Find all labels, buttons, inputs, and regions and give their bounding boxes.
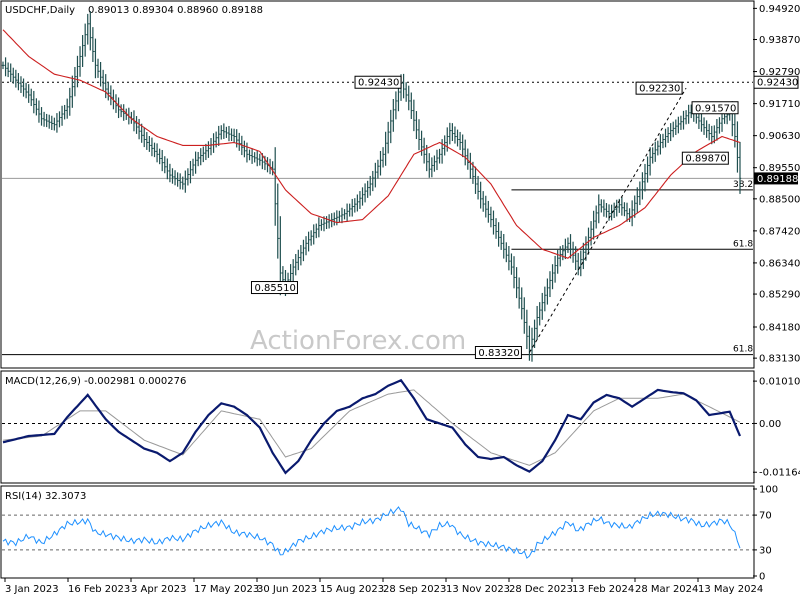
ohlc-header: 0.89013 0.89304 0.88960 0.89188 [88,5,263,16]
fibonacci-label: 38.2 [733,180,753,190]
watermark-text: ActionForex.com [250,326,466,356]
rsi-y-tick-label: 0 [759,572,765,583]
rsi-y-tick-label: 100 [759,485,778,496]
x-tick-label: 16 Feb 2023 [68,584,130,595]
price-annotation-box [250,281,298,295]
x-tick-label: 13 Nov 2023 [446,584,510,595]
rsi-y-tick-label: 30 [759,545,772,556]
price-annotation-box [354,75,402,89]
price-y-tick-label: 0.92790 [759,67,800,78]
symbol-label: USDCHF,Daily [5,5,75,16]
x-tick-label: 3 Apr 2023 [131,584,186,595]
rsi-lines [2,506,741,559]
price-annotation-label: 0.83320 [478,348,519,359]
rsi-y-tick-label: 70 [759,511,772,522]
moving-average-line [2,29,741,259]
level-price-tag [753,75,799,89]
x-tick-label: 13 Feb 2024 [572,584,634,595]
x-tick-label: 17 May 2023 [194,584,259,595]
price-annotation-box [635,81,683,95]
rsi-levels [2,514,753,551]
price-y-tick-label: 0.84180 [759,322,800,333]
price-annotation-label: 0.85510 [254,283,295,294]
price-y-tick-label: 0.94920 [759,4,800,15]
x-axis: 3 Jan 2023 16 Feb 2023 3 Apr 2023 17 May 20… [4,578,763,595]
price-annotation-box [474,346,522,360]
level-price-tag-label: 0.92430 [757,78,798,89]
price-panel: ActionForex.com USDCHF,Daily 0.89013 0.8… [0,0,800,369]
price-y-tick-label: 0.85290 [759,290,800,301]
macd-panel: MACD(12,26,9) -0.002981 0.000276 0.01010… [0,370,800,484]
price-annotation-label: 0.91570 [695,103,736,114]
macd-y-tick-label: 0.00 [759,419,781,430]
current-price-tag-label: 0.89188 [757,174,798,185]
price-lines [2,29,741,353]
price-annotations: 0.85510 0.92430 0.83320 0.92230 0.91570 0.898… [250,75,739,360]
rsi-panel-frame [0,485,755,579]
x-tick-label: 28 Sep 2023 [383,584,446,595]
fibonacci-label: 61.8 [733,345,753,355]
x-tick-label: 13 May 2024 [698,584,763,595]
price-panel-frame [0,0,755,369]
price-annotation-box [681,151,729,165]
price-annotation-label: 0.92430 [358,78,399,89]
macd-panel-frame [0,370,755,484]
x-tick-label: 15 Aug 2023 [320,584,384,595]
price-annotation-label: 0.92230 [639,84,680,95]
macd-signal-line [2,389,741,466]
macd-lines [2,378,753,475]
price-y-tick-label: 0.89550 [759,163,800,174]
macd-y-tick-label: -0.011645 [759,468,800,479]
macd-header: MACD(12,26,9) -0.002981 0.000276 [5,376,186,387]
x-tick-label: 28 Mar 2024 [635,584,698,595]
x-tick-label: 28 Dec 2023 [509,584,573,595]
price-y-axis: 0.94920 0.93870 0.92790 0.91710 0.90630 0.895… [753,4,800,365]
price-y-tick-label: 0.90630 [759,131,800,142]
price-y-tick-label: 0.93870 [759,35,800,46]
fibonacci-label: 61.8 [733,239,753,249]
macd-y-tick-label: 0.010101 [759,377,800,388]
x-tick-label: 3 Jan 2023 [5,584,59,595]
price-y-tick-label: 0.86340 [759,258,800,269]
price-annotation-label: 0.89870 [685,154,726,165]
rsi-header: RSI(14) 32.3073 [5,491,86,502]
macd-y-axis: 0.010101 0.00 -0.011645 [753,377,800,479]
price-y-tick-label: 0.87420 [759,226,800,237]
x-tick-label: 30 Jun 2023 [257,584,317,595]
price-y-tick-label: 0.88500 [759,194,800,205]
price-annotation-box [691,101,739,115]
price-bars [1,11,742,362]
rsi-y-axis: 100 70 30 0 [753,485,778,583]
macd-main-line [2,378,742,475]
rsi-panel: RSI(14) 32.3073 100 70 30 0 [0,485,778,583]
price-y-tick-label: 0.83130 [759,354,800,365]
rsi-line [2,506,741,559]
price-y-tick-label: 0.91710 [759,99,800,110]
current-price-tag [754,172,798,185]
